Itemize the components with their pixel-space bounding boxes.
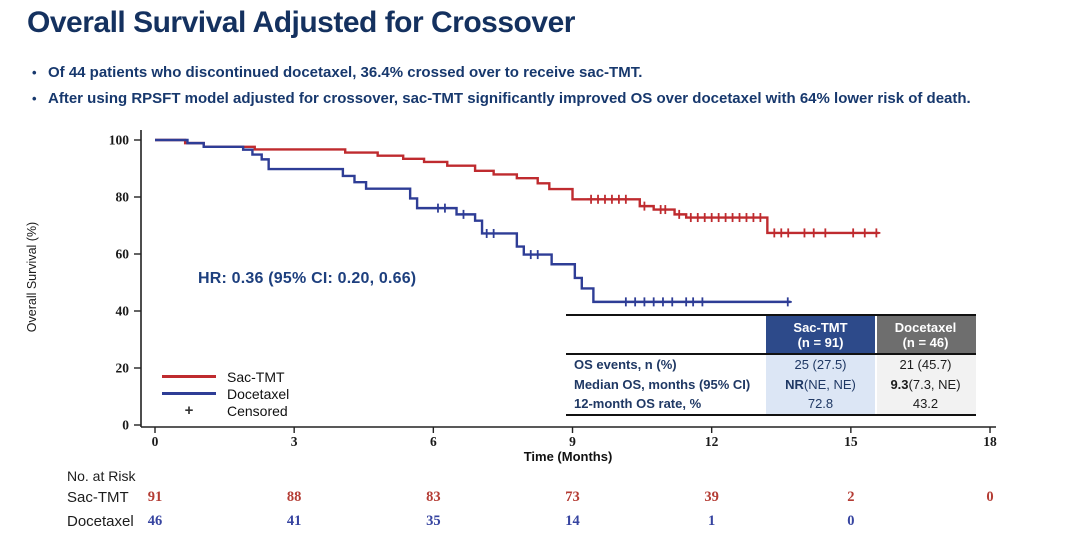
- y-axis-label: Overall Survival (%): [25, 221, 39, 333]
- value-text: 43.2: [912, 396, 939, 412]
- x-axis-label: Time (Months): [523, 449, 613, 464]
- legend-line-swatch: [162, 375, 216, 378]
- risk-count: 39: [704, 489, 719, 505]
- bullet-list: Of 44 patients who discontinued docetaxe…: [30, 64, 971, 116]
- hazard-ratio-annotation: HR: 0.36 (95% CI: 0.20, 0.66): [198, 270, 417, 287]
- survival-curve-docetaxel: [155, 138, 791, 304]
- y-tick-label: 40: [116, 304, 130, 319]
- x-tick-label: 18: [983, 434, 997, 449]
- risk-count: 0: [986, 489, 994, 505]
- summary-value: 25 (27.5): [766, 355, 875, 375]
- value-bold: NR: [785, 376, 804, 392]
- survival-curve-sac-tmt: [155, 138, 879, 235]
- risk-count: 73: [565, 489, 580, 505]
- legend-line: [162, 392, 216, 395]
- column-title: Sac-TMT: [793, 319, 848, 335]
- legend-label: Sac-TMT: [227, 368, 285, 385]
- legend-line: [162, 375, 216, 378]
- legend-item-censored: + Censored: [162, 401, 289, 419]
- x-tick-label: 0: [152, 434, 159, 449]
- y-tick-label: 0: [122, 418, 129, 433]
- risk-table-title: No. at Risk: [67, 468, 136, 484]
- legend-item-sac-tmt: Sac-TMT: [162, 368, 289, 385]
- value-text: 72.8: [807, 396, 834, 412]
- x-tick-label: 15: [844, 434, 858, 449]
- page-title: Overall Survival Adjusted for Crossover: [27, 6, 575, 39]
- bullet-item: Of 44 patients who discontinued docetaxe…: [30, 64, 971, 81]
- bullet-item: After using RPSFT model adjusted for cro…: [30, 90, 971, 107]
- legend-line-swatch: [162, 392, 216, 395]
- risk-count: 1: [708, 513, 716, 529]
- summary-row-label: OS events, n (%): [566, 355, 766, 375]
- summary-header-docetaxel: Docetaxel (n = 46): [875, 316, 976, 355]
- x-tick-label: 3: [291, 434, 298, 449]
- risk-row-label-docetaxel: Docetaxel: [67, 513, 134, 530]
- risk-count: 91: [147, 489, 163, 505]
- summary-value: 43.2: [875, 394, 976, 414]
- risk-count: 35: [426, 513, 441, 529]
- legend-label: Docetaxel: [227, 385, 290, 402]
- plus-icon: +: [184, 401, 194, 419]
- summary-value: NR (NE, NE): [766, 374, 875, 394]
- risk-count: 0: [847, 513, 855, 529]
- risk-count: 83: [426, 489, 441, 505]
- column-subtitle: (n = 91): [797, 334, 844, 350]
- y-tick-label: 20: [116, 361, 130, 376]
- censored-plus-icon: +: [162, 401, 216, 419]
- risk-count: 46: [147, 513, 163, 529]
- value-text: 25 (27.5): [794, 357, 847, 373]
- legend: Sac-TMT Docetaxel + Censored: [162, 368, 290, 419]
- summary-value: 9.3 (7.3, NE): [875, 374, 976, 394]
- value-text: (NE, NE): [803, 376, 856, 392]
- legend-label: Censored: [227, 402, 288, 419]
- x-tick-label: 12: [705, 434, 719, 449]
- value-bold: 9.3: [890, 376, 909, 392]
- column-title: Docetaxel: [894, 319, 957, 335]
- y-tick-label: 80: [116, 190, 130, 205]
- value-text: (7.3, NE): [908, 376, 961, 392]
- x-tick-label: 9: [569, 434, 576, 449]
- risk-count: 2: [847, 489, 855, 505]
- summary-row-label: 12-month OS rate, %: [566, 394, 766, 414]
- y-tick-label: 100: [109, 133, 130, 148]
- value-text: 21 (45.7): [899, 357, 952, 373]
- legend-item-docetaxel: Docetaxel: [162, 385, 290, 402]
- risk-count: 41: [286, 513, 302, 529]
- summary-header-empty: [566, 316, 766, 355]
- risk-count: 88: [286, 489, 302, 505]
- summary-row-label: Median OS, months (95% CI): [566, 374, 766, 394]
- summary-value: 72.8: [766, 394, 875, 414]
- y-tick-label: 60: [116, 247, 130, 262]
- risk-count: 14: [565, 513, 580, 529]
- summary-value: 21 (45.7): [875, 355, 976, 375]
- x-tick-label: 6: [430, 434, 437, 449]
- summary-table: Sac-TMT (n = 91) Docetaxel (n = 46) OS event…: [566, 314, 976, 416]
- summary-header-sac-tmt: Sac-TMT (n = 91): [766, 316, 875, 355]
- column-subtitle: (n = 46): [902, 334, 949, 350]
- risk-row-label-sac-tmt: Sac-TMT: [67, 489, 129, 506]
